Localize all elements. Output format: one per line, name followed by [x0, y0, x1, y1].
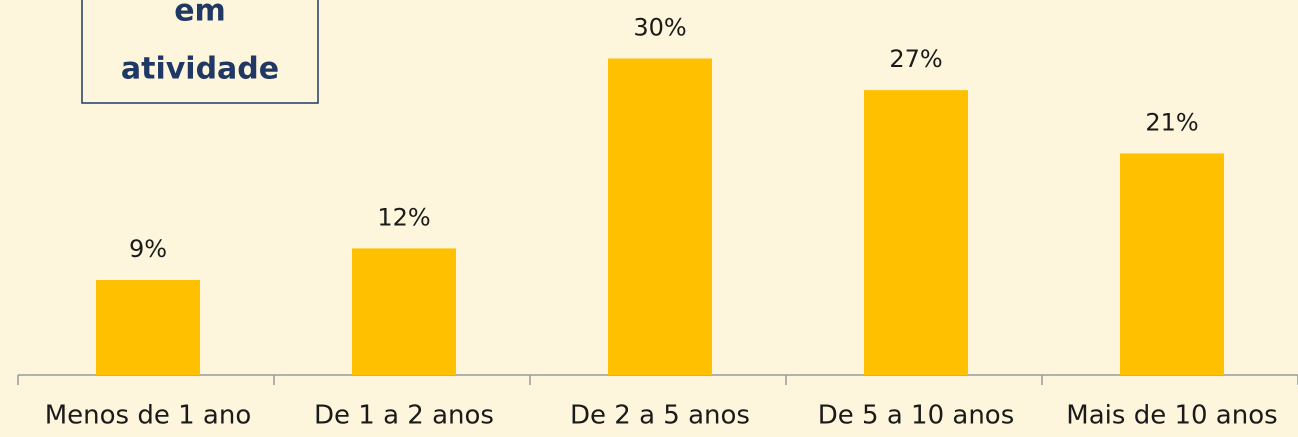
x-tick-label: Menos de 1 ano [45, 401, 252, 431]
bar [96, 280, 200, 375]
value-label: 30% [633, 14, 686, 42]
bar [352, 248, 456, 375]
annotation-box [81, 0, 319, 104]
x-tick-label: Mais de 10 anos [1066, 401, 1277, 431]
value-label: 27% [889, 45, 942, 73]
annotation-line: em [174, 0, 226, 29]
bar [608, 58, 712, 375]
bar [1120, 153, 1224, 375]
x-tick-label: De 1 a 2 anos [314, 401, 494, 431]
x-tick-label: De 2 a 5 anos [570, 401, 750, 431]
x-tick-label: De 5 a 10 anos [818, 401, 1015, 431]
value-label: 12% [377, 203, 430, 231]
annotation-line: atividade [121, 52, 279, 87]
value-label: 9% [129, 235, 167, 263]
value-label: 21% [1145, 108, 1198, 136]
bar [864, 90, 968, 376]
